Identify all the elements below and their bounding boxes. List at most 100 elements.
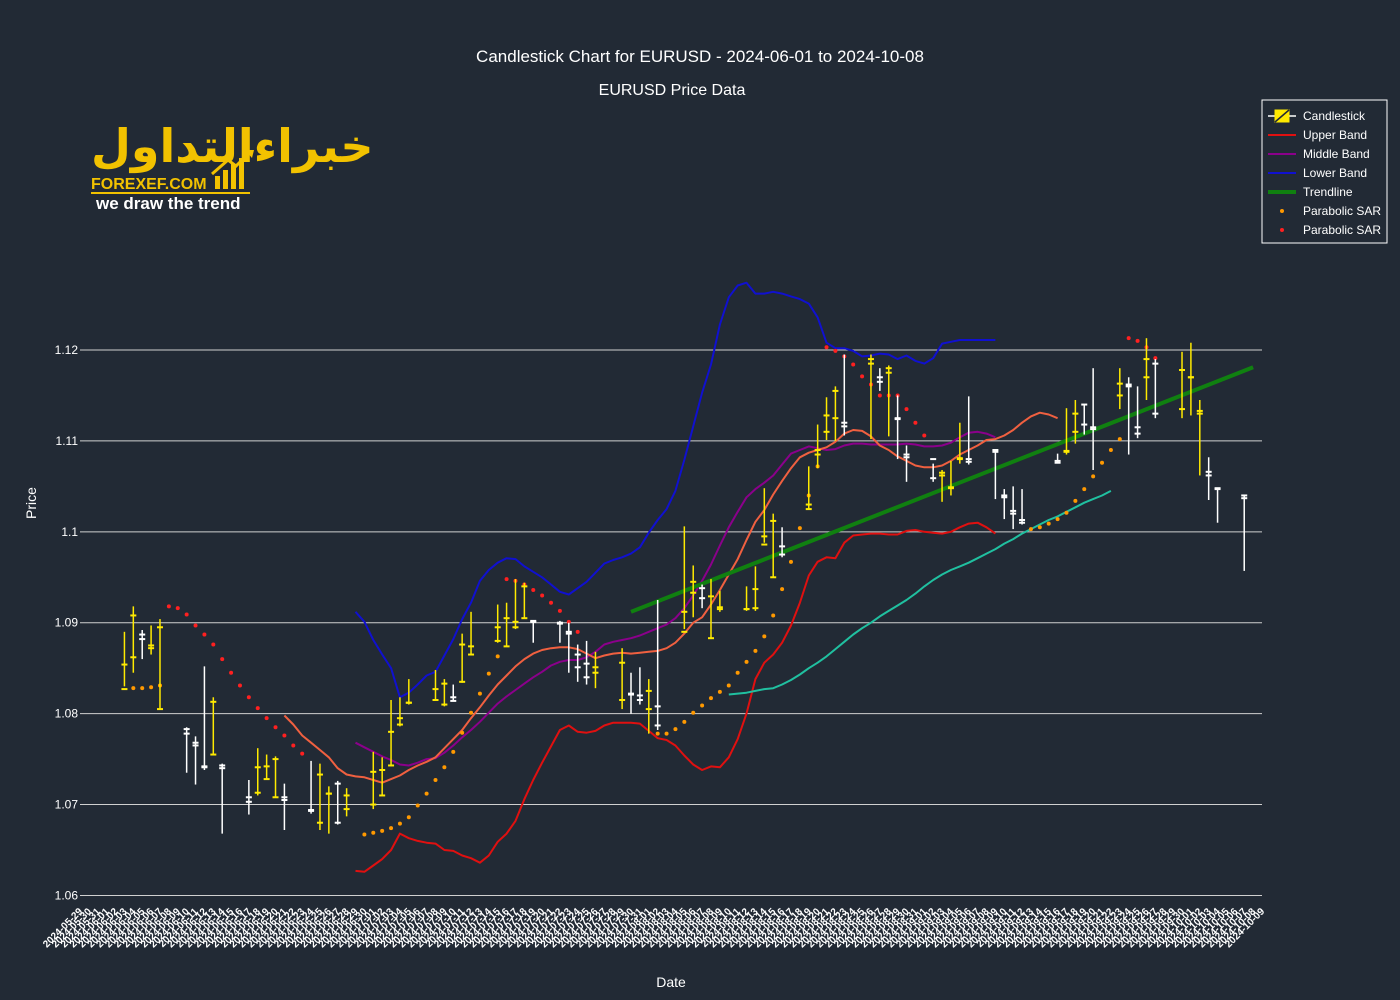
candle[interactable] — [761, 488, 768, 546]
candle[interactable] — [965, 396, 972, 465]
candle[interactable] — [1196, 400, 1203, 476]
candle[interactable] — [556, 620, 563, 643]
candle[interactable] — [183, 727, 190, 773]
candle[interactable] — [148, 625, 155, 655]
candle[interactable] — [1116, 368, 1123, 410]
candle[interactable] — [343, 788, 350, 817]
candle[interactable] — [619, 648, 626, 710]
candle[interactable] — [1072, 400, 1079, 444]
candle[interactable] — [752, 566, 759, 611]
candle[interactable] — [939, 470, 946, 502]
candle[interactable] — [405, 679, 412, 705]
candle[interactable] — [325, 786, 332, 834]
candle[interactable] — [1205, 457, 1212, 500]
y-tick-label: 1.09 — [55, 616, 79, 630]
candle[interactable] — [1010, 486, 1017, 530]
candle[interactable] — [823, 397, 830, 440]
candle[interactable] — [992, 449, 999, 500]
candle[interactable] — [139, 630, 146, 660]
candle[interactable] — [1214, 487, 1221, 523]
candle[interactable] — [530, 619, 537, 643]
candle[interactable] — [512, 579, 519, 630]
candle[interactable] — [503, 602, 510, 648]
candle[interactable] — [841, 354, 848, 436]
candle[interactable] — [699, 584, 706, 609]
candle[interactable] — [210, 697, 217, 756]
candle[interactable] — [1054, 453, 1061, 464]
candle[interactable] — [574, 644, 581, 682]
candle[interactable] — [707, 579, 714, 640]
candle[interactable] — [654, 600, 661, 730]
candle[interactable] — [245, 780, 252, 815]
candle[interactable] — [192, 736, 199, 785]
candle[interactable] — [903, 445, 910, 482]
candle[interactable] — [494, 604, 501, 643]
candle[interactable] — [716, 590, 723, 612]
candle[interactable] — [521, 582, 528, 620]
legend-item-lower-band[interactable]: Lower Band — [1268, 166, 1367, 180]
candle[interactable] — [156, 619, 163, 711]
candle[interactable] — [254, 748, 261, 796]
candle[interactable] — [628, 672, 635, 714]
candle[interactable] — [805, 466, 812, 511]
candle[interactable] — [432, 670, 439, 701]
candle[interactable] — [947, 460, 954, 496]
candle[interactable] — [219, 763, 226, 834]
candle[interactable] — [1081, 403, 1088, 435]
candle[interactable] — [316, 763, 323, 830]
candle[interactable] — [583, 640, 590, 685]
candle[interactable] — [1143, 338, 1150, 400]
candle[interactable] — [867, 354, 874, 440]
candle[interactable] — [379, 757, 386, 797]
candle[interactable] — [201, 666, 208, 770]
candle[interactable] — [592, 651, 599, 689]
candle[interactable] — [1019, 489, 1026, 525]
candle[interactable] — [779, 527, 786, 558]
candle[interactable] — [1125, 377, 1132, 455]
candle[interactable] — [370, 751, 377, 810]
candle[interactable] — [814, 424, 821, 469]
legend-item-upper-band[interactable]: Upper Band — [1268, 128, 1367, 142]
candle[interactable] — [876, 368, 883, 391]
candle[interactable] — [956, 422, 963, 464]
candle[interactable] — [1187, 342, 1194, 416]
candle[interactable] — [1063, 408, 1070, 455]
candle[interactable] — [263, 754, 270, 781]
legend-item-sar-bull[interactable]: Parabolic SAR — [1280, 204, 1381, 218]
candle[interactable] — [930, 458, 937, 482]
candle[interactable] — [690, 565, 697, 618]
sar-bear-point — [557, 608, 562, 613]
candle[interactable] — [1134, 386, 1141, 439]
candle[interactable] — [681, 526, 688, 633]
candle[interactable] — [334, 780, 341, 825]
candle[interactable] — [565, 622, 572, 673]
candle[interactable] — [441, 679, 448, 707]
candle[interactable] — [743, 586, 750, 611]
candle[interactable] — [121, 631, 128, 691]
candle[interactable] — [1152, 359, 1159, 419]
legend-item-trendline[interactable]: Trendline — [1268, 185, 1353, 199]
legend-item-candlestick[interactable]: Candlestick — [1268, 109, 1366, 123]
candle[interactable] — [636, 667, 643, 705]
candle[interactable] — [1090, 368, 1097, 470]
candle[interactable] — [308, 760, 315, 814]
candle[interactable] — [396, 697, 403, 727]
candle[interactable] — [894, 395, 901, 460]
candle[interactable] — [832, 386, 839, 441]
candle[interactable] — [450, 684, 457, 702]
candle[interactable] — [1241, 494, 1248, 571]
candle[interactable] — [281, 783, 288, 830]
candle[interactable] — [468, 611, 475, 656]
sar-bear-point — [504, 577, 509, 582]
candle[interactable] — [272, 756, 279, 799]
candle[interactable] — [130, 606, 137, 673]
candle[interactable] — [885, 365, 892, 437]
candle[interactable] — [1179, 351, 1186, 419]
candle[interactable] — [388, 700, 395, 767]
candle[interactable] — [459, 633, 466, 683]
candle[interactable] — [1001, 489, 1008, 520]
candle[interactable] — [770, 513, 777, 579]
legend-item-sar-bear[interactable]: Parabolic SAR — [1280, 223, 1381, 237]
candle[interactable] — [645, 679, 652, 734]
legend-item-middle-band[interactable]: Middle Band — [1268, 147, 1370, 161]
